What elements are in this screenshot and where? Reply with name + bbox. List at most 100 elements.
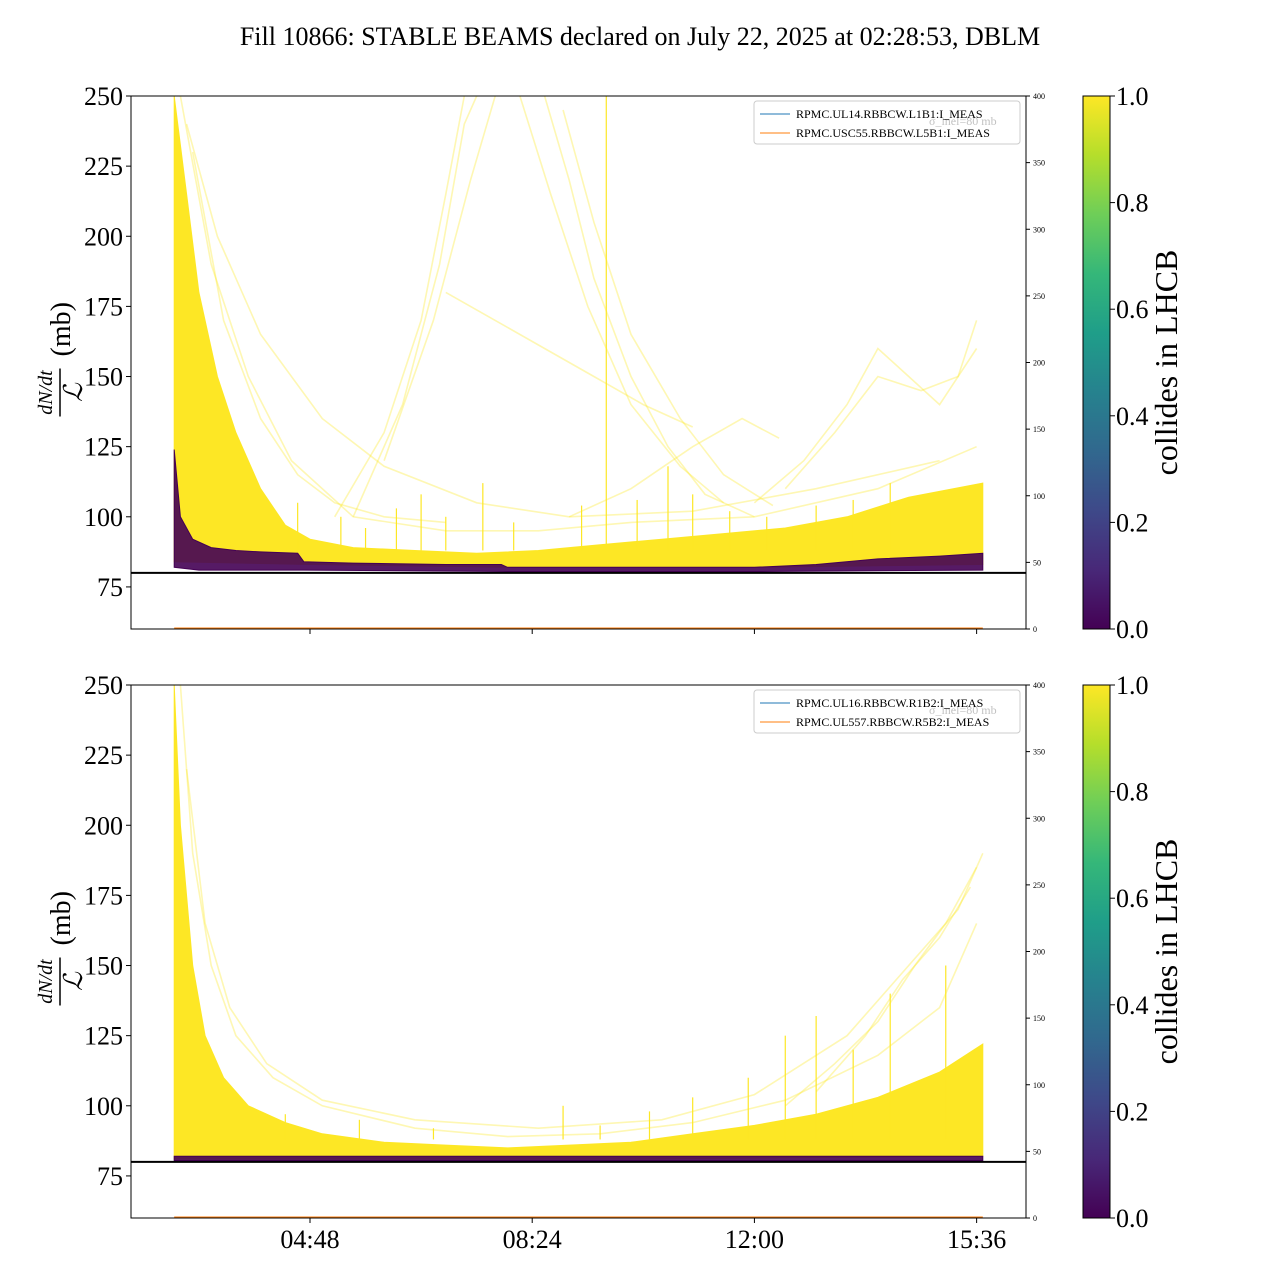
collides-strand-12 (191, 151, 446, 524)
xtick-label-12:00: 12:00 (725, 1225, 784, 1254)
collides-strand-9 (753, 347, 978, 504)
collides-strand-0 (179, 685, 978, 1138)
plot-area (173, 96, 984, 572)
legend-box (753, 689, 1021, 734)
y-axis-label: dN/dt ℒ (mb) (35, 302, 88, 417)
colorbar-label-1.0: 1.0 (1116, 82, 1149, 111)
colorbar-title: collides in LHCB (1148, 250, 1184, 476)
collides-strand-5 (543, 96, 755, 518)
collides-strand-8 (445, 291, 694, 428)
ytick2-label-400: 400 (1033, 681, 1045, 690)
collides-strand-1 (185, 123, 940, 518)
ytick2-label-400: 400 (1033, 92, 1045, 101)
y-label-unit: (mb) (46, 891, 77, 945)
ytick2-label-200: 200 (1033, 948, 1045, 957)
legend-entry-0: RPMC.UL14.RBBCW.L1B1:I_MEAS (796, 107, 983, 121)
collides-strand-10 (784, 320, 978, 490)
ytick-label-175: 175 (84, 881, 123, 910)
legend-faint-label: σ_inel=80 mb (929, 114, 997, 128)
collides-strand-3 (352, 96, 478, 518)
ytick-label-125: 125 (84, 433, 123, 462)
collides-strand-4 (383, 96, 496, 461)
collides-band (173, 685, 984, 1160)
collides-strand-11 (568, 417, 780, 518)
colorbar-gradient (1082, 95, 1111, 630)
legend-entry-0: RPMC.UL16.RBBCW.R1B2:I_MEAS (796, 696, 983, 710)
colorbar-label-0.0: 0.0 (1116, 615, 1149, 644)
legend-entry-1: RPMC.USC55.RBBCW.L5B1:I_MEAS (796, 126, 990, 140)
figure-title: Fill 10866: STABLE BEAMS declared on Jul… (240, 22, 1040, 51)
ytick2-label-350: 350 (1033, 748, 1045, 757)
y-label-numerator: dN/dt (35, 370, 57, 415)
ytick-label-200: 200 (84, 811, 123, 840)
ytick2-label-350: 350 (1033, 159, 1045, 168)
colorbar-title: collides in LHCB (1148, 839, 1184, 1065)
collides-strand-1 (185, 769, 984, 1130)
panel-top: 75 100 125 150 175 200 225 250 0 50 100 150 200 250 30… (35, 82, 1184, 644)
collides-strand-2 (784, 866, 978, 1107)
xtick-label-08:24: 08:24 (503, 1225, 562, 1254)
noncolliding-band (173, 1155, 984, 1161)
collides-strand-6 (519, 96, 725, 504)
ytick-label-125: 125 (84, 1022, 123, 1051)
colorbar-label-1.0: 1.0 (1116, 671, 1149, 700)
ytick-label-100: 100 (84, 503, 123, 532)
ytick2-label-300: 300 (1033, 814, 1045, 823)
xtick-label-04:48: 04:48 (280, 1225, 339, 1254)
ytick2-label-50: 50 (1033, 1147, 1041, 1156)
colorbar-label-0.0: 0.0 (1116, 1204, 1149, 1233)
colorbar-label-0.2: 0.2 (1116, 1097, 1149, 1126)
noncolliding-band (173, 449, 984, 572)
ytick2-label-250: 250 (1033, 881, 1045, 890)
ytick2-label-250: 250 (1033, 292, 1045, 301)
y-label-numerator: dN/dt (35, 959, 57, 1004)
ytick2-label-200: 200 (1033, 359, 1045, 368)
ytick-label-150: 150 (84, 952, 123, 981)
y-label-denominator: ℒ (59, 971, 88, 991)
collides-strand-7 (562, 109, 774, 507)
ytick-label-75: 75 (97, 1162, 123, 1191)
ytick-label-100: 100 (84, 1092, 123, 1121)
colorbar: 0.0 0.2 0.4 0.6 0.8 1.0 collides in LHCB (1082, 671, 1184, 1233)
colorbar-label-0.6: 0.6 (1116, 884, 1149, 913)
y-label-unit: (mb) (46, 302, 77, 356)
collides-strand-0 (179, 96, 977, 532)
ytick-label-200: 200 (84, 222, 123, 251)
colorbar-label-0.4: 0.4 (1116, 402, 1149, 431)
ytick2-label-0: 0 (1033, 1214, 1037, 1223)
panel-bottom: 75 100 125 150 175 200 225 250 0 50 100 150 200 250 30… (35, 671, 1184, 1254)
ytick-label-75: 75 (97, 573, 123, 602)
ytick2-label-150: 150 (1033, 425, 1045, 434)
colorbar-label-0.2: 0.2 (1116, 508, 1149, 537)
ytick-label-150: 150 (84, 363, 123, 392)
ytick2-label-100: 100 (1033, 1081, 1045, 1090)
ytick-label-225: 225 (84, 152, 123, 181)
ytick-label-175: 175 (84, 292, 123, 321)
legend-box (753, 100, 1021, 145)
ytick2-label-0: 0 (1033, 625, 1037, 634)
colorbar-label-0.6: 0.6 (1116, 295, 1149, 324)
colorbar-label-0.4: 0.4 (1116, 991, 1149, 1020)
ytick-label-250: 250 (84, 671, 123, 700)
colorbar-label-0.8: 0.8 (1116, 778, 1149, 807)
colorbar-gradient (1082, 684, 1111, 1219)
ytick-label-225: 225 (84, 741, 123, 770)
ytick2-label-150: 150 (1033, 1014, 1045, 1023)
ytick-label-250: 250 (84, 82, 123, 111)
y-label-denominator: ℒ (59, 382, 88, 402)
xtick-label-15:36: 15:36 (947, 1225, 1006, 1254)
legend-faint-label: σ_inel=80 mb (929, 703, 997, 717)
colorbar-label-0.8: 0.8 (1116, 189, 1149, 218)
plot-area (173, 685, 984, 1161)
ytick2-label-100: 100 (1033, 492, 1045, 501)
y-axis-label: dN/dt ℒ (mb) (35, 891, 88, 1006)
legend-entry-1: RPMC.UL557.RBBCW.R5B2:I_MEAS (796, 715, 989, 729)
ytick2-label-50: 50 (1033, 558, 1041, 567)
collides-strand-3 (815, 886, 972, 1093)
colorbar: 0.0 0.2 0.4 0.6 0.8 1.0 collides in LHCB (1082, 82, 1184, 644)
collides-strand-2 (334, 96, 466, 518)
ytick2-label-300: 300 (1033, 225, 1045, 234)
